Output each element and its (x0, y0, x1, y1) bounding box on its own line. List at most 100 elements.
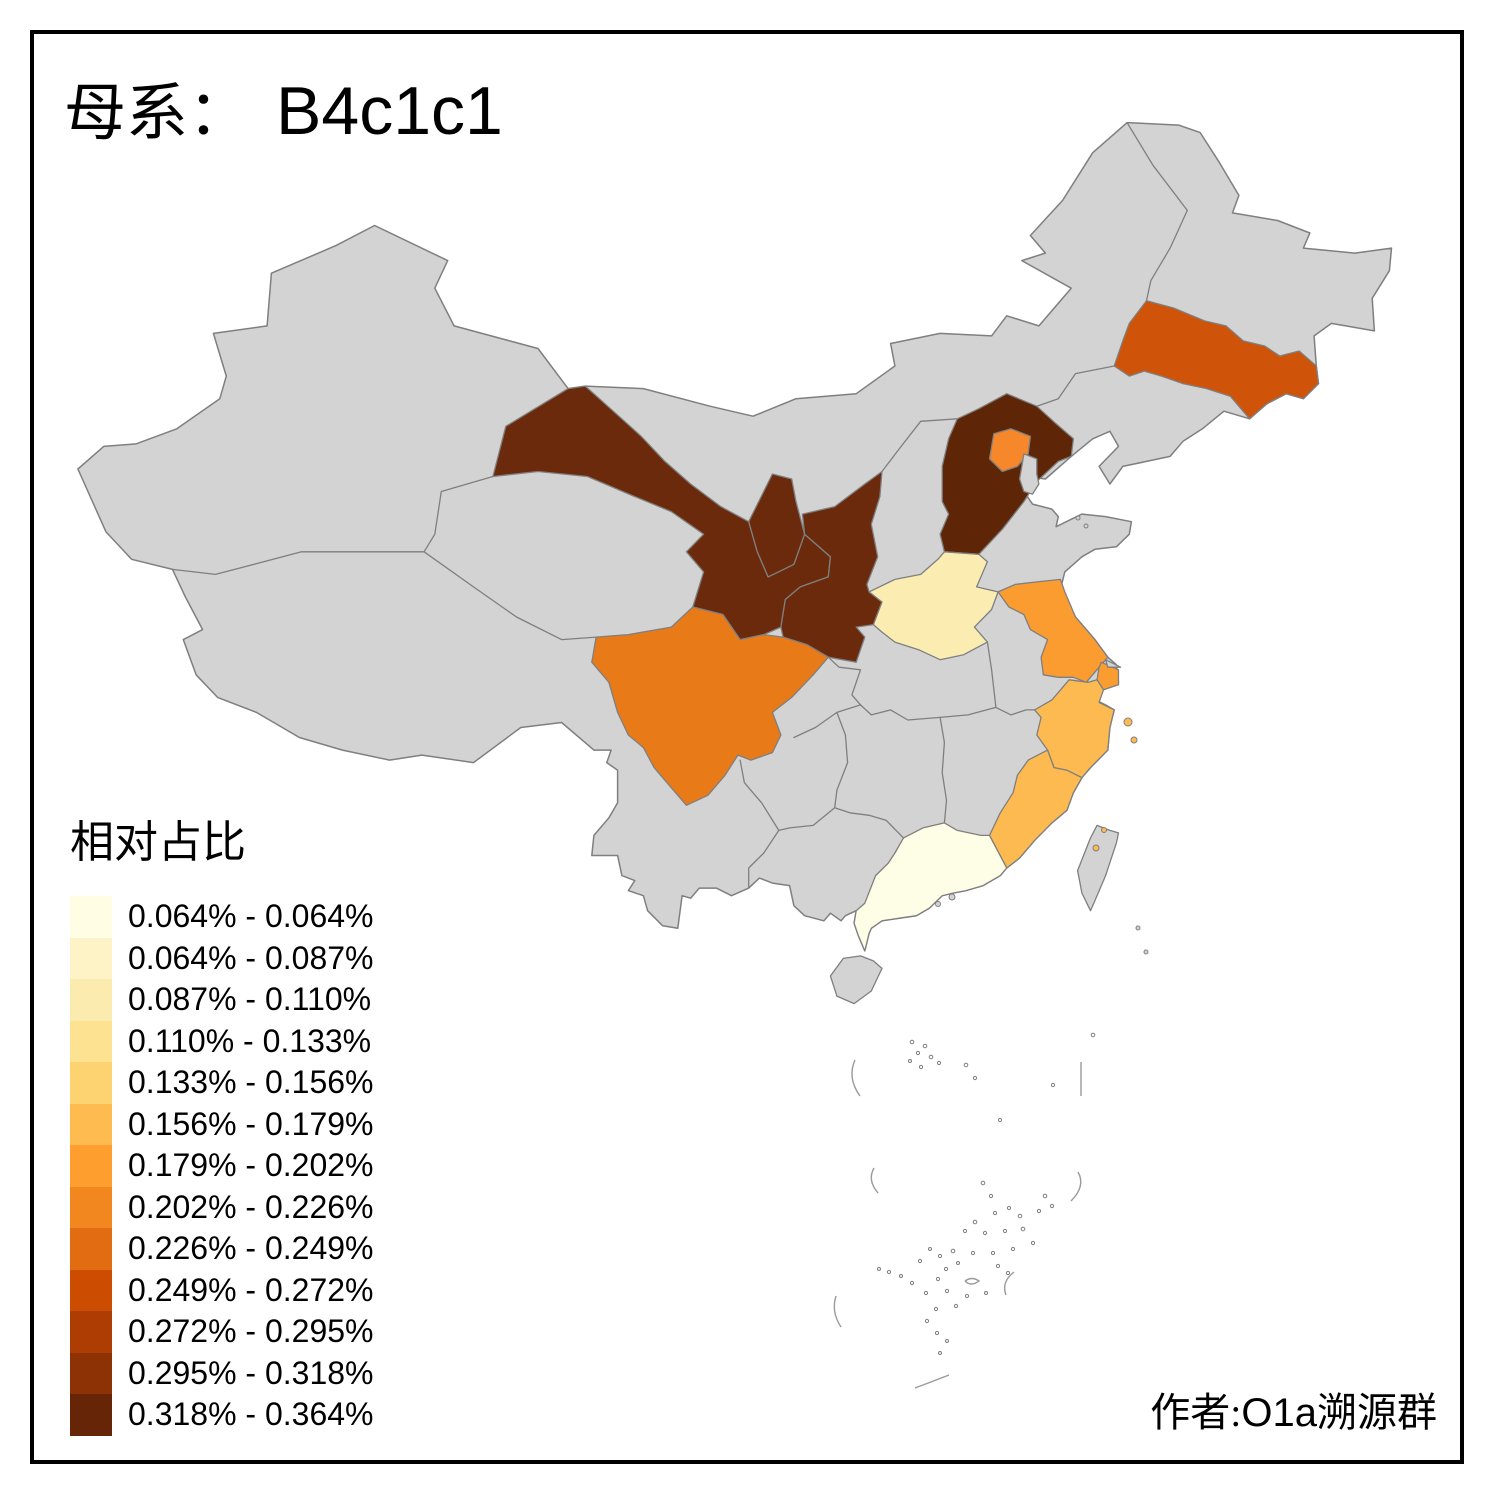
legend-label: 0.064% - 0.064% (128, 898, 374, 935)
credit-prefix: 作者: (1150, 1390, 1242, 1435)
islet (1050, 1082, 1056, 1088)
legend-swatch (70, 896, 112, 938)
legend-label: 0.226% - 0.249% (128, 1230, 374, 1267)
province-jilin (1113, 300, 1320, 420)
islet (1017, 1213, 1023, 1219)
province-beijing (988, 428, 1032, 473)
province-border-line (939, 716, 948, 824)
islet (997, 1117, 1003, 1123)
sea-contour-line (833, 1295, 842, 1328)
province-border-line (881, 418, 958, 473)
islet (995, 1263, 1001, 1269)
islet (1090, 1032, 1096, 1038)
legend-swatch (70, 1394, 112, 1436)
legend: 相对占比 0.064% - 0.064% 0.064% - 0.087% 0.087… (70, 806, 374, 1436)
sea-contour-line (870, 1167, 879, 1194)
legend-label: 0.202% - 0.226% (128, 1188, 374, 1225)
legend-label: 0.156% - 0.179% (128, 1105, 374, 1142)
province-sichuan (591, 606, 829, 806)
islet (970, 1250, 976, 1256)
islet (917, 1258, 923, 1264)
islet (1030, 1240, 1036, 1246)
province-border-line (778, 807, 836, 832)
legend-label: 0.087% - 0.110% (128, 981, 372, 1018)
islet (964, 1293, 970, 1299)
islet (982, 1230, 988, 1236)
province-border-line (423, 551, 597, 641)
legend-swatch (70, 1228, 112, 1270)
legend-row: 0.156% - 0.179% (70, 1103, 374, 1145)
legend-label: 0.110% - 0.133% (128, 1022, 372, 1059)
author-credit: 作者:O1a溯源群 (1150, 1380, 1437, 1438)
legend-row: 0.318% - 0.364% (70, 1394, 374, 1436)
sea-contour-line (914, 1374, 950, 1389)
province-hainan (829, 955, 883, 1005)
islet (935, 1276, 941, 1282)
legend-row: 0.133% - 0.156% (70, 1062, 374, 1104)
islet (972, 1219, 978, 1225)
province-tianjin (1018, 453, 1040, 495)
legend-row: 0.249% - 0.272% (70, 1269, 374, 1311)
islet (928, 1247, 932, 1251)
islet (992, 1210, 998, 1216)
islet (1143, 949, 1149, 955)
islet (936, 1060, 942, 1066)
sea-contour-line (851, 1059, 861, 1097)
islet (943, 1266, 949, 1272)
islet (1130, 736, 1138, 744)
islet (950, 1248, 956, 1254)
province-border-line (423, 475, 494, 553)
legend-swatch (70, 1186, 112, 1228)
legend-row: 0.272% - 0.295% (70, 1311, 374, 1353)
legend-label: 0.133% - 0.156% (128, 1064, 374, 1101)
islet (1092, 844, 1100, 852)
province-taiwan (1076, 824, 1120, 912)
legend-swatch (70, 979, 112, 1021)
legend-swatch (70, 1020, 112, 1062)
legend-label: 0.064% - 0.087% (128, 939, 374, 976)
legend-swatch (70, 1145, 112, 1187)
islet (1123, 717, 1133, 727)
legend-row: 0.226% - 0.249% (70, 1228, 374, 1270)
islet (928, 1054, 934, 1060)
province-border-line (739, 759, 780, 832)
province-border-line (1036, 365, 1115, 407)
islet (918, 1064, 924, 1070)
islet (980, 1180, 986, 1186)
islet (909, 1039, 915, 1045)
legend-label: 0.179% - 0.202% (128, 1147, 374, 1184)
sea-contour-line (964, 1277, 981, 1285)
province-chongming (1104, 659, 1122, 668)
legend-label: 0.318% - 0.364% (128, 1396, 374, 1433)
islet (1002, 1228, 1008, 1234)
islet (924, 1318, 930, 1324)
legend-row: 0.110% - 0.133% (70, 1020, 374, 1062)
islet (945, 1339, 949, 1343)
legend-row: 0.064% - 0.087% (70, 937, 374, 979)
islet (1049, 1203, 1055, 1209)
province-border-line (859, 704, 997, 721)
islet (956, 1261, 960, 1265)
islet (1042, 1193, 1048, 1199)
legend-row: 0.087% - 0.110% (70, 979, 374, 1021)
credit-suffix: 溯源群 (1317, 1390, 1437, 1435)
province-border-line (986, 641, 997, 709)
islet (1036, 1208, 1042, 1214)
islet (938, 1351, 942, 1355)
islet (962, 1228, 968, 1234)
islet (923, 1290, 929, 1296)
islet (948, 893, 956, 901)
islet (1006, 1205, 1012, 1211)
islet (899, 1274, 903, 1278)
islet (937, 1253, 943, 1259)
islet (886, 1269, 892, 1275)
islet (944, 1288, 950, 1294)
province-fujian (988, 749, 1083, 869)
islet (1083, 523, 1089, 529)
islet (1135, 925, 1141, 931)
sea-contour-line (1003, 1271, 1015, 1296)
legend-swatch (70, 1311, 112, 1353)
islet (984, 1291, 988, 1295)
islet (988, 1193, 994, 1199)
